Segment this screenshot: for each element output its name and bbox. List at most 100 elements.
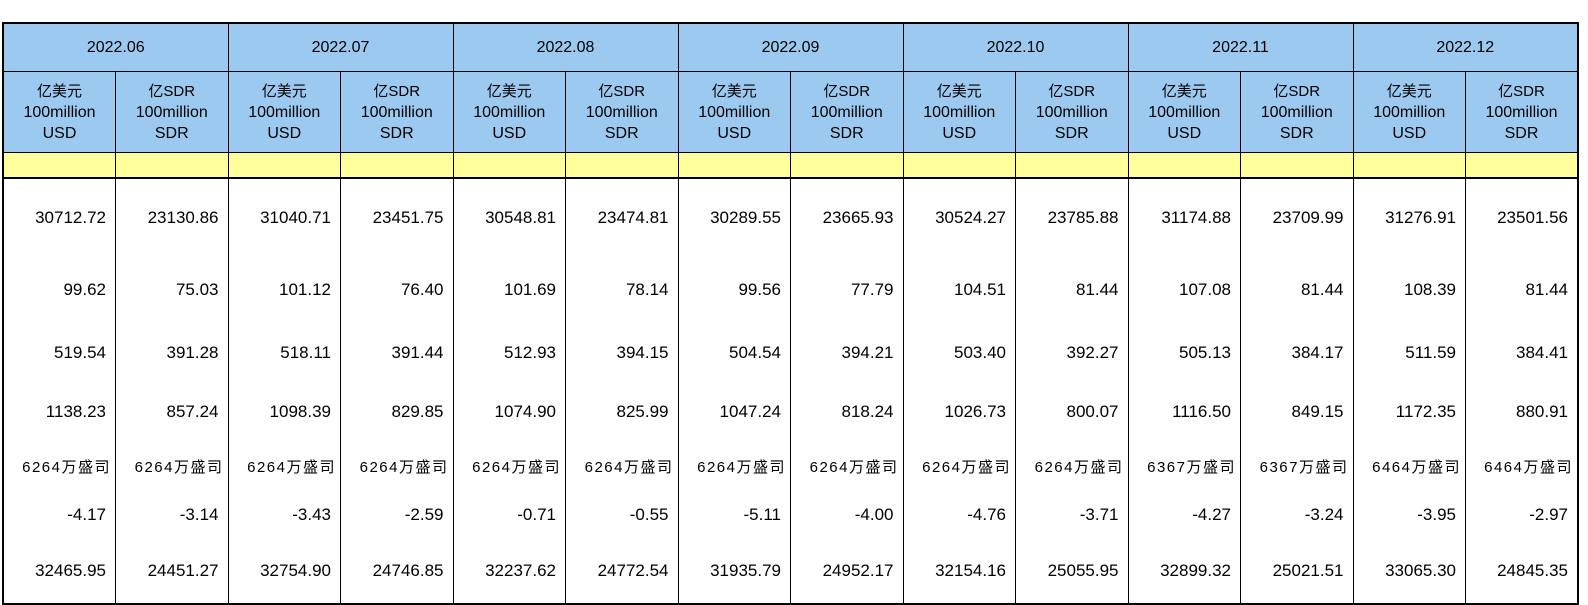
- unit-header-usd: 亿美元 100million USD: [677, 71, 791, 153]
- unit-header-line: USD: [492, 124, 527, 142]
- value-cell: 107.08: [1127, 257, 1241, 323]
- value-cell: 6264万盛司: [565, 441, 678, 491]
- value-cell: 81.44: [1015, 257, 1128, 323]
- value-cell: 512.93: [452, 323, 566, 383]
- value-cell: 6264万盛司: [790, 441, 903, 491]
- value-cell: 23130.86: [115, 178, 228, 257]
- value-cell: -5.11: [677, 491, 791, 539]
- unit-header-usd: 亿美元 100million USD: [2, 71, 116, 153]
- value-cell: 32899.32: [1127, 539, 1241, 604]
- value-cell: 505.13: [1127, 323, 1241, 383]
- unit-header-line: 100million: [1148, 103, 1221, 121]
- value-cell: 6464万盛司: [1465, 441, 1578, 491]
- value-cell: 24845.35: [1465, 539, 1578, 604]
- unit-header-line: 亿美元: [486, 82, 532, 100]
- yellow-band-cell: [227, 152, 341, 179]
- yellow-band-cell: [790, 152, 903, 179]
- unit-header-line: SDR: [1504, 124, 1539, 142]
- unit-header-line: USD: [267, 124, 302, 142]
- table-row: 519.54 391.28 518.11 391.44 512.93 394.15 504.…: [2, 323, 1578, 383]
- month-header: 2022.11: [1127, 23, 1353, 72]
- unit-header-line: 100million: [810, 103, 883, 121]
- unit-header-line: 亿SDR: [1273, 82, 1321, 100]
- value-cell: 101.12: [227, 257, 341, 323]
- unit-header-line: USD: [1392, 124, 1427, 142]
- unit-header-line: SDR: [379, 124, 414, 142]
- value-cell: 6264万盛司: [340, 441, 453, 491]
- yellow-band-cell: [340, 152, 453, 179]
- value-cell: -3.71: [1015, 491, 1128, 539]
- unit-header-line: 亿SDR: [148, 82, 196, 100]
- value-cell: 6264万盛司: [677, 441, 791, 491]
- value-cell: 25021.51: [1240, 539, 1353, 604]
- value-cell: 6264万盛司: [1015, 441, 1128, 491]
- unit-header-line: 100million: [1035, 103, 1108, 121]
- yellow-band-cell: [1240, 152, 1353, 179]
- unit-header-line: USD: [1167, 124, 1202, 142]
- unit-header-sdr: 亿SDR 100million SDR: [790, 71, 903, 153]
- reserves-table: 2022.06 2022.07 2022.08 2022.09 2022.10 2022.…: [2, 22, 1579, 605]
- unit-header-line: 100million: [1373, 103, 1446, 121]
- unit-header-line: 亿SDR: [598, 82, 646, 100]
- value-cell: 800.07: [1015, 383, 1128, 441]
- value-cell: -3.95: [1352, 491, 1466, 539]
- table-row: 99.62 75.03 101.12 76.40 101.69 78.14 99.56 77.…: [2, 257, 1578, 323]
- value-cell: 77.79: [790, 257, 903, 323]
- value-cell: 829.85: [340, 383, 453, 441]
- value-cell: 30712.72: [2, 178, 116, 257]
- value-cell: 6264万盛司: [452, 441, 566, 491]
- unit-header-sdr: 亿SDR 100million SDR: [115, 71, 228, 153]
- value-cell: 6264万盛司: [115, 441, 228, 491]
- value-cell: -2.59: [340, 491, 453, 539]
- value-cell: 518.11: [227, 323, 341, 383]
- value-cell: 99.56: [677, 257, 791, 323]
- value-cell: 24451.27: [115, 539, 228, 604]
- value-cell: 394.15: [565, 323, 678, 383]
- unit-header-line: USD: [942, 124, 977, 142]
- unit-header-line: 100million: [1485, 103, 1558, 121]
- value-cell: 31276.91: [1352, 178, 1466, 257]
- value-cell: 504.54: [677, 323, 791, 383]
- unit-header-sdr: 亿SDR 100million SDR: [340, 71, 453, 153]
- unit-header-line: 100million: [248, 103, 321, 121]
- value-cell: 1172.35: [1352, 383, 1466, 441]
- value-cell: 104.51: [902, 257, 1016, 323]
- unit-header-line: 100million: [1260, 103, 1333, 121]
- value-cell: 78.14: [565, 257, 678, 323]
- unit-header-line: 100million: [23, 103, 96, 121]
- value-cell: 6264万盛司: [902, 441, 1016, 491]
- yellow-band-cell: [452, 152, 566, 179]
- table-row: 1138.23 857.24 1098.39 829.85 1074.90 825.99 1…: [2, 383, 1578, 441]
- value-cell: 81.44: [1465, 257, 1578, 323]
- unit-header-line: 亿SDR: [1498, 82, 1545, 100]
- value-cell: 24952.17: [790, 539, 903, 604]
- value-cell: 31040.71: [227, 178, 341, 257]
- month-header-row: 2022.06 2022.07 2022.08 2022.09 2022.10 2022.…: [2, 23, 1578, 72]
- value-cell: 99.62: [2, 257, 116, 323]
- value-cell: 384.41: [1465, 323, 1578, 383]
- unit-header-line: 亿美元: [1161, 82, 1207, 100]
- value-cell: 519.54: [2, 323, 116, 383]
- value-cell: 32754.90: [227, 539, 341, 604]
- unit-header-line: 亿美元: [1386, 82, 1432, 100]
- unit-header-line: 亿美元: [36, 82, 82, 100]
- value-cell: 1074.90: [452, 383, 566, 441]
- table-row: 30712.72 23130.86 31040.71 23451.75 30548.81…: [2, 178, 1578, 257]
- yellow-band-cell: [565, 152, 678, 179]
- value-cell: 81.44: [1240, 257, 1353, 323]
- value-cell: 391.44: [340, 323, 453, 383]
- value-cell: 818.24: [790, 383, 903, 441]
- yellow-band-cell: [1465, 152, 1578, 179]
- value-cell: 32237.62: [452, 539, 566, 604]
- unit-header-line: 100million: [585, 103, 658, 121]
- value-cell: 1026.73: [902, 383, 1016, 441]
- value-cell: 880.91: [1465, 383, 1578, 441]
- value-cell: 23501.56: [1465, 178, 1578, 257]
- unit-header-line: SDR: [604, 124, 639, 142]
- table-row: 6264万盛司 6264万盛司 6264万盛司 6264万盛司 6264万盛司 6264万…: [2, 441, 1578, 491]
- yellow-band-cell: [1352, 152, 1466, 179]
- value-cell: 392.27: [1015, 323, 1128, 383]
- unit-header-sdr: 亿SDR 100million SDR: [1465, 71, 1578, 153]
- unit-header-line: 亿SDR: [1048, 82, 1096, 100]
- reserves-table-body: 2022.06 2022.07 2022.08 2022.09 2022.10 2022.…: [2, 23, 1578, 604]
